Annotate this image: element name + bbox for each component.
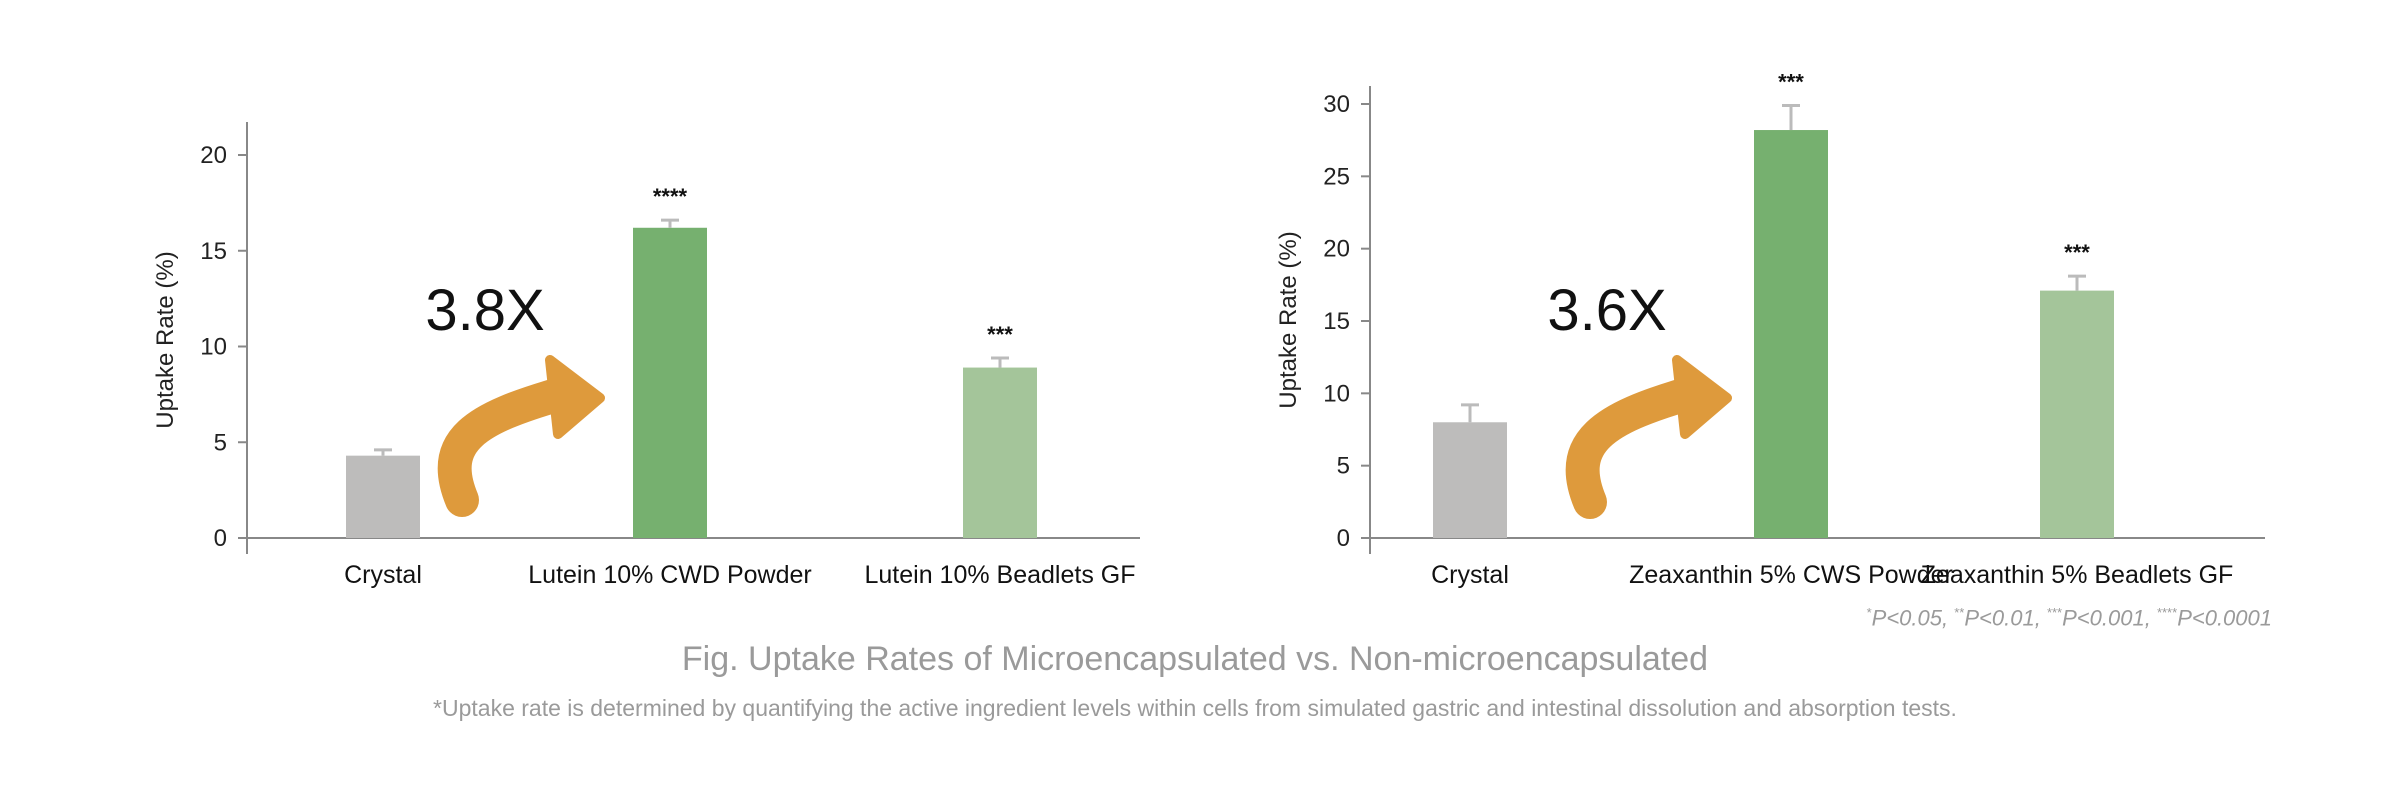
fold-change-annotation: 3.6X (1547, 278, 1666, 343)
y-tick-label: 15 (1323, 308, 1350, 335)
zeaxanthin-uptake-chart: 0 5 10 15 20 25 30 Uptake Rate (%) Crystal *** Zea… (1275, 69, 2265, 589)
significance-label: *** (1778, 69, 1804, 94)
bar (346, 455, 420, 538)
category-label: Crystal (1431, 561, 1509, 589)
y-tick-label: 10 (200, 334, 227, 361)
y-tick-label: 0 (1337, 525, 1350, 552)
y-tick-label: 5 (214, 429, 227, 456)
footnote: *Uptake rate is determined by quantifyin… (433, 695, 1957, 721)
y-tick-label: 30 (1323, 91, 1350, 118)
bar (1433, 422, 1507, 538)
y-tick-label: 15 (200, 238, 227, 265)
significance-label: *** (987, 322, 1013, 347)
category-label: Zeaxanthin 5% Beadlets GF (1921, 561, 2234, 589)
significance-label: **** (653, 184, 688, 209)
fold-change-annotation: 3.8X (425, 278, 544, 343)
arrow-head-icon (545, 355, 605, 439)
curved-arrow-icon (437, 377, 577, 517)
category-label: Lutein 10% Beadlets GF (865, 561, 1136, 589)
y-tick-label: 10 (1323, 380, 1350, 407)
y-axis-label: Uptake Rate (%) (152, 251, 179, 428)
y-tick-label: 25 (1323, 163, 1350, 190)
y-tick-label: 0 (214, 525, 227, 552)
lutein-uptake-chart: 0 5 10 15 20 Uptake Rate (%) Crystal **** Lutein… (152, 122, 1140, 589)
curved-arrow-icon (1565, 377, 1704, 519)
category-label: Zeaxanthin 5% CWS Powder (1629, 561, 1953, 589)
category-label: Crystal (344, 561, 422, 589)
significance-legend: *P<0.05, **P<0.01, ***P<0.001, ****P<0.0… (1866, 605, 2272, 631)
significance-label: *** (2064, 240, 2090, 265)
y-axis-label: Uptake Rate (%) (1275, 231, 1302, 408)
arrow-head-icon (1672, 355, 1732, 439)
bar (963, 367, 1037, 538)
y-tick-label: 5 (1337, 453, 1350, 480)
category-label: Lutein 10% CWD Powder (528, 561, 811, 589)
y-tick-label: 20 (1323, 236, 1350, 263)
y-tick-label: 20 (200, 142, 227, 169)
bar (633, 227, 707, 538)
bar (2040, 290, 2114, 538)
figure-caption: Fig. Uptake Rates of Microencapsulated v… (681, 640, 1709, 678)
bar (1754, 130, 1828, 539)
